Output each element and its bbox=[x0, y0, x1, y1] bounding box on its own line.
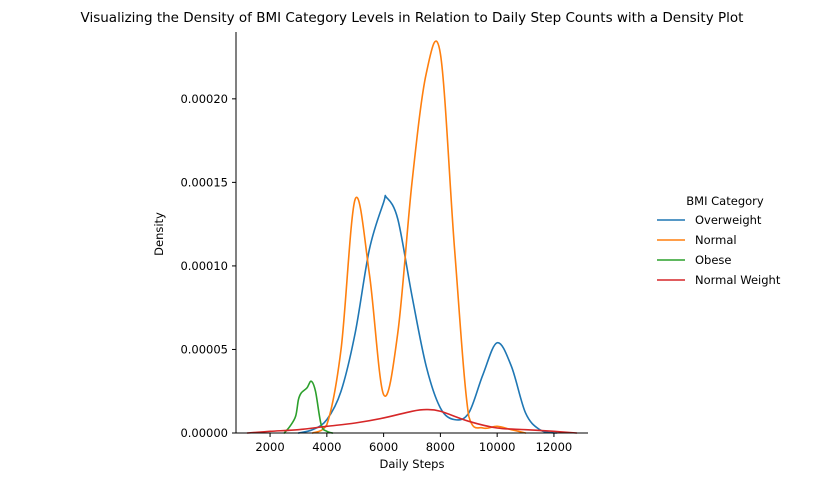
y-tick-label: 0.00000 bbox=[180, 426, 228, 440]
legend-items: Overweight Normal Obese Normal Weight bbox=[657, 213, 781, 287]
legend-label-obese: Obese bbox=[695, 253, 732, 267]
chart-title: Visualizing the Density of BMI Category … bbox=[81, 10, 744, 26]
x-tick-label: 2000 bbox=[255, 440, 284, 454]
y-tick-label: 0.00010 bbox=[180, 259, 228, 273]
series-line-overweight bbox=[297, 194, 558, 434]
y-tick-label: 0.00020 bbox=[180, 92, 228, 106]
y-tick-label: 0.00015 bbox=[180, 175, 228, 189]
y-tick-label: 0.00005 bbox=[180, 342, 228, 356]
series-line-obese bbox=[283, 380, 334, 434]
x-tick-label: 6000 bbox=[369, 440, 398, 454]
x-ticks: 2000 4000 6000 8000 10000 12000 bbox=[255, 433, 572, 454]
x-tick-label: 4000 bbox=[312, 440, 341, 454]
x-tick-label: 8000 bbox=[426, 440, 455, 454]
x-tick-label: 12000 bbox=[536, 440, 573, 454]
legend-label-normal-weight: Normal Weight bbox=[695, 273, 781, 287]
legend-label-overweight: Overweight bbox=[695, 213, 762, 227]
series-layer bbox=[246, 40, 578, 434]
y-axis-label: Density bbox=[152, 212, 166, 256]
axes bbox=[235, 32, 588, 434]
legend-label-normal: Normal bbox=[695, 233, 737, 247]
series-line-normal bbox=[311, 40, 527, 434]
x-axis-label: Daily Steps bbox=[380, 457, 445, 471]
y-ticks: 0.00000 0.00005 0.00010 0.00015 0.00020 bbox=[180, 92, 236, 440]
legend: BMI Category Overweight Normal Obese Normal… bbox=[657, 194, 781, 287]
legend-title: BMI Category bbox=[686, 194, 764, 208]
series-line-normal-weight bbox=[246, 408, 578, 434]
x-tick-label: 10000 bbox=[479, 440, 516, 454]
